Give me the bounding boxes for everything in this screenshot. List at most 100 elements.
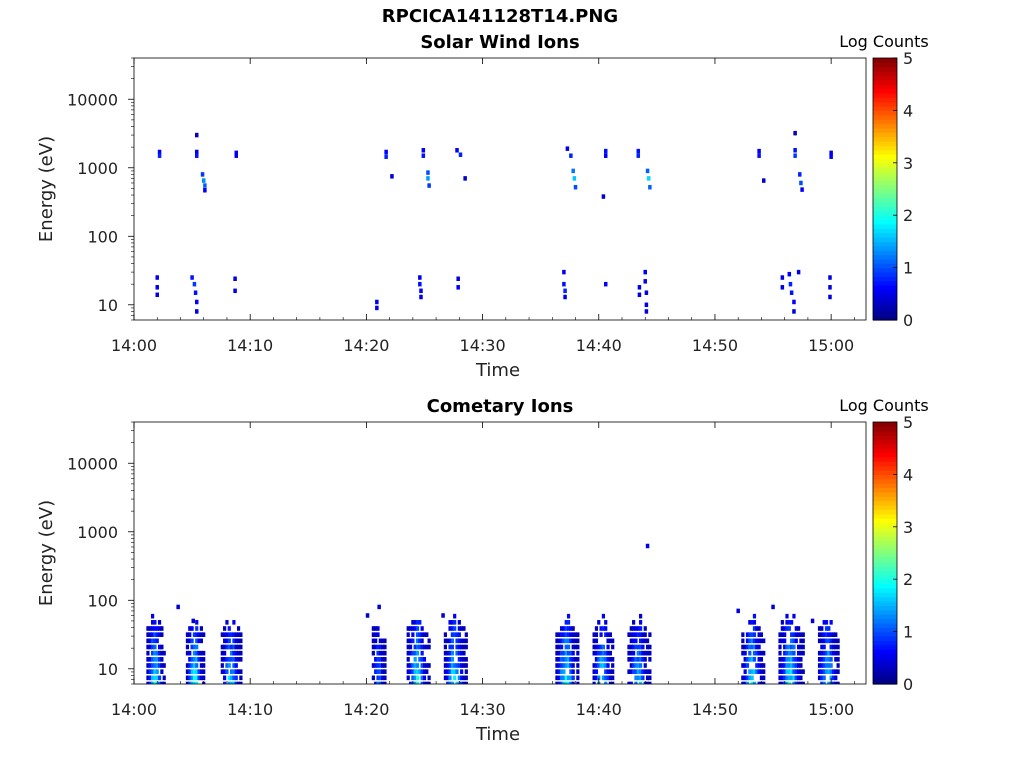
heatmap-cell — [450, 620, 454, 625]
colorbar-tick-label: 5 — [903, 413, 913, 432]
heatmap-cell — [155, 675, 159, 681]
heatmap-cell — [604, 632, 608, 637]
heatmap-cell — [797, 657, 801, 662]
heatmap-cell — [557, 644, 561, 650]
heatmap-cell — [232, 632, 236, 637]
heatmap-cell — [571, 650, 575, 656]
heatmap-cell — [824, 650, 829, 656]
colorbar-segment — [873, 92, 897, 98]
heatmap-cell — [223, 657, 227, 662]
heatmap-cell — [634, 638, 638, 644]
heatmap-cell — [153, 681, 157, 684]
heatmap-cell — [443, 663, 447, 668]
heatmap-cell — [155, 663, 159, 668]
heatmap-cell — [757, 638, 761, 644]
heatmap-cell — [557, 663, 561, 668]
heatmap-cell — [381, 657, 385, 662]
heatmap-cell — [426, 176, 430, 181]
colorbar-frame — [872, 421, 898, 685]
heatmap-cell — [648, 675, 652, 681]
heatmap-cell — [637, 292, 642, 298]
heatmap-cell — [236, 657, 241, 662]
heatmap-cell — [817, 650, 822, 656]
heatmap-cell — [455, 148, 459, 153]
heatmap-cell — [748, 669, 752, 674]
heatmap-cell — [150, 626, 155, 631]
heatmap-cell — [638, 644, 643, 650]
heatmap-cell — [831, 669, 836, 674]
heatmap-cell — [829, 675, 833, 681]
heatmap-cell — [638, 681, 643, 684]
heatmap-cell — [827, 626, 831, 631]
heatmap-cell — [785, 650, 789, 656]
heatmap-cell — [638, 650, 643, 656]
heatmap-cell — [745, 675, 750, 681]
heatmap-cell — [608, 681, 612, 684]
heatmap-cell — [448, 626, 452, 631]
heatmap-cell — [829, 154, 833, 159]
heatmap-cell — [629, 632, 633, 637]
x-tick-label: 14:20 — [343, 700, 389, 719]
heatmap-cell — [450, 626, 454, 631]
heatmap-cell — [455, 644, 459, 650]
heatmap-cell — [148, 644, 152, 650]
heatmap-cell — [160, 663, 164, 668]
colorbar-segment — [873, 631, 897, 637]
heatmap-cell — [153, 644, 157, 650]
heatmap-cell — [644, 309, 649, 314]
heatmap-cell — [377, 604, 381, 610]
heatmap-cell — [564, 632, 568, 637]
heatmap-cell — [752, 638, 757, 644]
heatmap-cell — [148, 632, 152, 637]
heatmap-cell — [594, 632, 599, 637]
heatmap-cell — [743, 681, 747, 684]
colorbar-segment — [873, 158, 897, 164]
heatmap-cell — [197, 632, 201, 637]
heatmap-cell — [146, 669, 150, 674]
y-tick-label: 10 — [98, 296, 118, 315]
heatmap-cell — [636, 644, 640, 650]
colorbar-segment — [873, 311, 897, 317]
colorbar-tick-label: 3 — [903, 154, 913, 173]
heatmap-cell — [418, 657, 422, 662]
heatmap-cell — [592, 638, 596, 644]
heatmap-cell — [555, 650, 559, 656]
heatmap-cell — [629, 669, 633, 674]
heatmap-cell — [415, 650, 420, 656]
colorbar-segment — [873, 670, 897, 676]
heatmap-cell — [790, 663, 794, 668]
colorbar-segment — [873, 184, 897, 190]
x-tick-label: 14:30 — [460, 336, 506, 355]
heatmap-cell — [820, 663, 824, 668]
heatmap-cell — [750, 620, 754, 625]
heatmap-cell — [383, 650, 387, 656]
heatmap-cell — [606, 638, 610, 644]
heatmap-cell — [460, 675, 464, 681]
heatmap-cell — [576, 638, 580, 644]
heatmap-cell — [792, 669, 796, 674]
heatmap-cell — [822, 620, 826, 625]
colorbar-segment — [873, 465, 897, 471]
heatmap-cell — [741, 675, 745, 681]
heatmap-cell — [636, 153, 641, 158]
heatmap-cell — [794, 632, 798, 637]
heatmap-cell — [443, 632, 447, 637]
heatmap-cell — [455, 638, 459, 644]
heatmap-cell — [606, 663, 610, 668]
heatmap-cell — [778, 657, 782, 662]
heatmap-cell — [562, 281, 566, 287]
colorbar-segment — [873, 285, 897, 291]
heatmap-cell — [562, 663, 566, 668]
heatmap-cell — [448, 644, 452, 650]
colorbar-tick-label: 1 — [903, 259, 913, 278]
heatmap-cell — [608, 675, 612, 681]
heatmap-cell — [381, 638, 385, 644]
heatmap-cell — [202, 657, 206, 662]
heatmap-cell — [571, 675, 575, 681]
heatmap-cell — [762, 669, 766, 674]
heatmap-cell — [199, 626, 203, 631]
heatmap-cell — [801, 669, 805, 674]
heatmap-cell — [797, 669, 801, 674]
heatmap-cell — [604, 626, 608, 631]
heatmap-cell — [641, 632, 645, 637]
